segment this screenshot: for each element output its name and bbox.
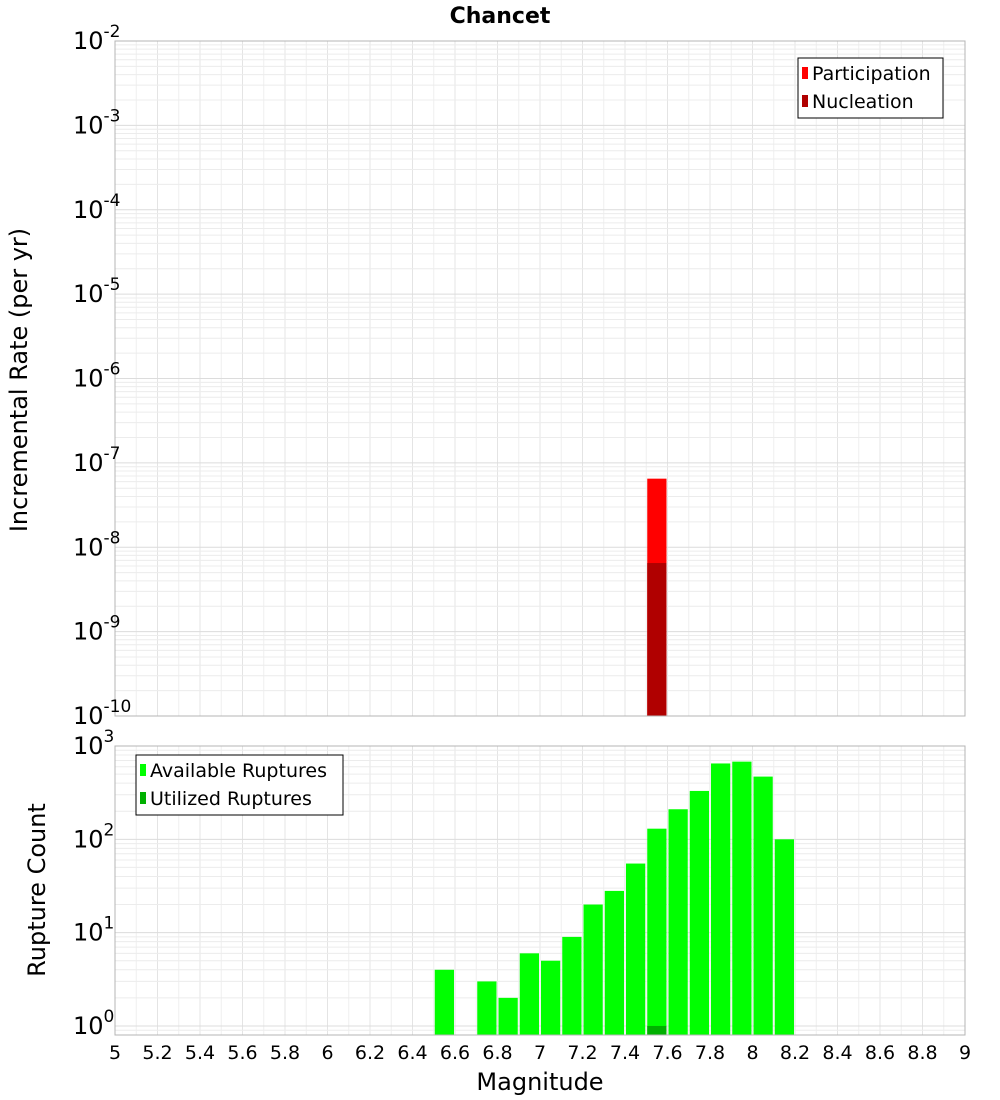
bottom-plot-border — [114, 745, 966, 1036]
bar-utilized-ruptures — [647, 1025, 667, 1035]
x-tick-label: 8.2 — [780, 1042, 810, 1064]
legend-box — [135, 754, 344, 816]
x-tick-label: 6.4 — [397, 1042, 427, 1064]
y-tick-label: 10-4 — [73, 191, 121, 224]
x-tick-label: 7.8 — [695, 1042, 725, 1064]
legend-label: Nucleation — [812, 91, 914, 113]
top-y-ticks: 10-2 10-3 10-4 10-5 10-6 10-7 10-8 10-9 10-10 — [73, 22, 131, 730]
bar-available-ruptures — [647, 828, 667, 1035]
bar-available-ruptures — [477, 981, 497, 1035]
x-tick-label: 6.8 — [482, 1042, 512, 1064]
top-legend: Participation Nucleation — [797, 57, 944, 119]
x-tick-label: 5.6 — [227, 1042, 257, 1064]
top-panel: 10-2 10-3 10-4 10-5 10-6 10-7 10-8 10-9 10-10 In… — [5, 22, 966, 730]
bottom-panel: 103 102 101 100 Rupture Count Available Rup… — [23, 727, 966, 1040]
x-tick-label: 8.8 — [907, 1042, 937, 1064]
x-tick-label: 6.2 — [355, 1042, 385, 1064]
bar-available-ruptures — [753, 776, 773, 1035]
bar-available-ruptures — [668, 809, 688, 1035]
bottom-legend: Available Ruptures Utilized Ruptures — [135, 754, 344, 816]
y-tick-label: 10-5 — [73, 275, 121, 308]
x-tick-label: 6.6 — [440, 1042, 470, 1064]
x-tick-label: 8 — [746, 1042, 758, 1064]
y-tick-label: 10-10 — [73, 697, 131, 730]
x-tick-label: 7.6 — [652, 1042, 682, 1064]
bar-available-ruptures — [604, 890, 624, 1035]
y-tick-label: 10-9 — [73, 613, 121, 646]
y-tick-label: 100 — [73, 1007, 114, 1040]
bottom-y-axis-label: Rupture Count — [23, 803, 51, 977]
legend-swatch — [140, 792, 146, 804]
top-grid — [114, 41, 966, 717]
y-tick-label: 10-7 — [73, 444, 121, 477]
x-tick-label: 8.6 — [865, 1042, 895, 1064]
top-plot-border — [114, 40, 966, 717]
legend-swatch — [802, 67, 808, 79]
y-tick-label: 10-8 — [73, 528, 121, 561]
legend-label: Participation — [812, 63, 931, 85]
bar-nucleation — [647, 563, 667, 716]
bottom-y-ticks: 103 102 101 100 — [73, 727, 114, 1040]
y-tick-label: 101 — [73, 914, 114, 947]
x-tick-label: 5.8 — [270, 1042, 300, 1064]
x-tick-label: 7.2 — [567, 1042, 597, 1064]
chart-title: Chancet — [450, 4, 551, 29]
legend-box — [797, 57, 944, 119]
legend-swatch — [802, 95, 808, 107]
bar-available-ruptures — [541, 960, 561, 1035]
x-tick-label: 9 — [959, 1042, 971, 1064]
bar-available-ruptures — [774, 839, 794, 1035]
bar-available-ruptures — [562, 936, 582, 1035]
x-tick-label: 8.4 — [822, 1042, 852, 1064]
top-y-axis-label: Incremental Rate (per yr) — [5, 228, 33, 532]
bar-available-ruptures — [626, 863, 646, 1035]
x-tick-label: 7 — [534, 1042, 546, 1064]
x-tick-label: 6 — [321, 1042, 333, 1064]
x-tick-label: 5.4 — [185, 1042, 215, 1064]
y-tick-label: 103 — [73, 727, 114, 760]
legend-label: Utilized Ruptures — [150, 788, 312, 810]
bar-available-ruptures — [519, 953, 539, 1035]
top-bars — [647, 478, 667, 716]
x-ticks: 5 5.2 5.4 5.6 5.8 6 6.2 6.4 6.6 6.8 7 7.2 7.4 7.6 7.8 8… — [109, 1042, 971, 1064]
x-axis-label: Magnitude — [476, 1068, 603, 1096]
y-tick-label: 10-2 — [73, 22, 121, 55]
bar-available-ruptures — [711, 763, 731, 1035]
legend-swatch — [140, 764, 146, 776]
y-tick-label: 10-3 — [73, 106, 121, 139]
bottom-bars — [434, 761, 794, 1035]
bar-available-ruptures — [732, 761, 752, 1035]
bar-available-ruptures — [434, 969, 454, 1035]
legend-label: Available Ruptures — [150, 760, 327, 782]
bar-available-ruptures — [689, 790, 709, 1035]
x-tick-label: 5 — [109, 1042, 121, 1064]
x-tick-label: 7.4 — [610, 1042, 640, 1064]
y-tick-label: 102 — [73, 820, 114, 853]
y-tick-label: 10-6 — [73, 360, 121, 393]
x-tick-label: 5.2 — [142, 1042, 172, 1064]
bar-available-ruptures — [583, 904, 603, 1035]
bar-available-ruptures — [498, 997, 518, 1035]
